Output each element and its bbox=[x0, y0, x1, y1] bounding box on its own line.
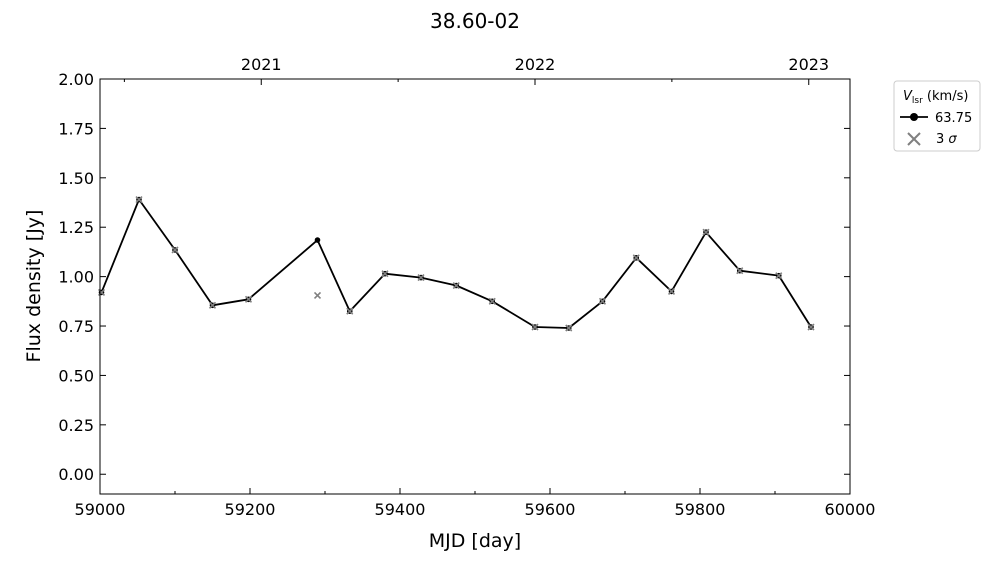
sigma3-stroke bbox=[208, 301, 217, 309]
sigma3-stroke bbox=[736, 267, 744, 275]
x-tick-label: 59600 bbox=[525, 500, 576, 519]
legend-sigma-symbol: σ bbox=[948, 132, 957, 147]
y-tick-label: 0.00 bbox=[58, 465, 94, 484]
sigma3-stroke bbox=[135, 195, 143, 204]
data-point bbox=[314, 237, 321, 243]
sigma3-stroke bbox=[244, 295, 253, 303]
sigma3-marker bbox=[807, 323, 815, 331]
sigma3-stroke bbox=[417, 274, 425, 282]
chart-title: 38.60-02 bbox=[430, 9, 520, 33]
y-tick-label: 0.75 bbox=[58, 317, 94, 336]
sigma3-stroke bbox=[598, 297, 607, 305]
plot-frame bbox=[99, 78, 851, 495]
sigma3-stroke bbox=[531, 323, 539, 331]
sigma3-marker bbox=[632, 254, 640, 262]
sigma3-stroke bbox=[632, 254, 640, 262]
sigma3-stroke bbox=[488, 297, 496, 305]
legend-title-subscript: lsr bbox=[912, 96, 923, 106]
sigma3-stroke bbox=[171, 246, 179, 254]
y-tick-label: 1.50 bbox=[58, 169, 94, 188]
sigma3-marker bbox=[135, 195, 143, 204]
x-axis-label: MJD [day] bbox=[429, 530, 521, 552]
axis-ticks: 59000 59200 59400 59600 59800 60000 0.00 0.25 0.… bbox=[58, 55, 875, 519]
sigma3-marker bbox=[702, 228, 710, 236]
legend-title-units: (km/s) bbox=[923, 89, 969, 104]
x-tick-label: 60000 bbox=[825, 500, 876, 519]
top-tick-label: 2023 bbox=[788, 55, 829, 74]
plot-area bbox=[97, 195, 815, 332]
sigma3-marker bbox=[452, 281, 460, 290]
legend-x-marker bbox=[907, 132, 921, 146]
sigma3-marker bbox=[531, 323, 539, 331]
sigma3-stroke bbox=[565, 324, 573, 332]
sigma3-marker bbox=[488, 297, 496, 305]
sigma3-marker bbox=[417, 274, 425, 282]
sigma3-marker bbox=[313, 291, 322, 299]
x-tick-label: 59000 bbox=[75, 500, 126, 519]
sigma3-marker bbox=[244, 295, 253, 303]
sigma3-marker bbox=[598, 297, 607, 305]
legend-box bbox=[893, 80, 981, 152]
legend-sigma-number: 3 bbox=[936, 132, 948, 147]
top-tick-label: 2021 bbox=[241, 55, 282, 74]
y-axis-label: Flux density [Jy] bbox=[23, 210, 45, 363]
sigma3-marker bbox=[346, 307, 354, 315]
legend-sigma-label: 3 σ bbox=[936, 132, 957, 147]
sigma3-marker bbox=[208, 301, 217, 309]
legend-title: Vlsr (km/s) bbox=[903, 89, 968, 106]
top-tick-label: 2022 bbox=[515, 55, 556, 74]
sigma3-marker bbox=[736, 267, 744, 275]
y-tick-label: 1.25 bbox=[58, 218, 94, 237]
sigma3-stroke bbox=[702, 228, 710, 236]
legend-marker-circle bbox=[910, 113, 918, 121]
sigma3-stroke bbox=[667, 287, 676, 296]
x-tick-label: 59200 bbox=[225, 500, 276, 519]
series-line bbox=[100, 198, 812, 329]
sigma3-stroke bbox=[775, 272, 783, 280]
y-tick-label: 0.25 bbox=[58, 416, 94, 435]
sigma3-marker bbox=[667, 287, 676, 296]
legend: Vlsr (km/s) 63.75 3 σ bbox=[893, 80, 981, 152]
sigma3-stroke bbox=[807, 323, 815, 331]
y-tick-label: 0.50 bbox=[58, 366, 94, 385]
sigma3-stroke bbox=[313, 291, 322, 299]
sigma3-marker bbox=[565, 324, 573, 332]
x-tick-label: 59800 bbox=[675, 500, 726, 519]
sigma3-marker bbox=[171, 246, 179, 254]
y-tick-label: 2.00 bbox=[58, 70, 94, 89]
legend-title-symbol: V bbox=[903, 89, 913, 104]
sigma3-stroke bbox=[452, 281, 460, 290]
sigma3-stroke bbox=[381, 270, 389, 278]
y-tick-label: 1.75 bbox=[58, 119, 94, 138]
x-tick-label: 59400 bbox=[375, 500, 426, 519]
sigma3-marker bbox=[381, 270, 389, 278]
sigma3-marker bbox=[775, 272, 783, 280]
legend-series-label: 63.75 bbox=[935, 111, 972, 126]
y-tick-label: 1.00 bbox=[58, 268, 94, 287]
sigma3-stroke bbox=[346, 307, 354, 315]
